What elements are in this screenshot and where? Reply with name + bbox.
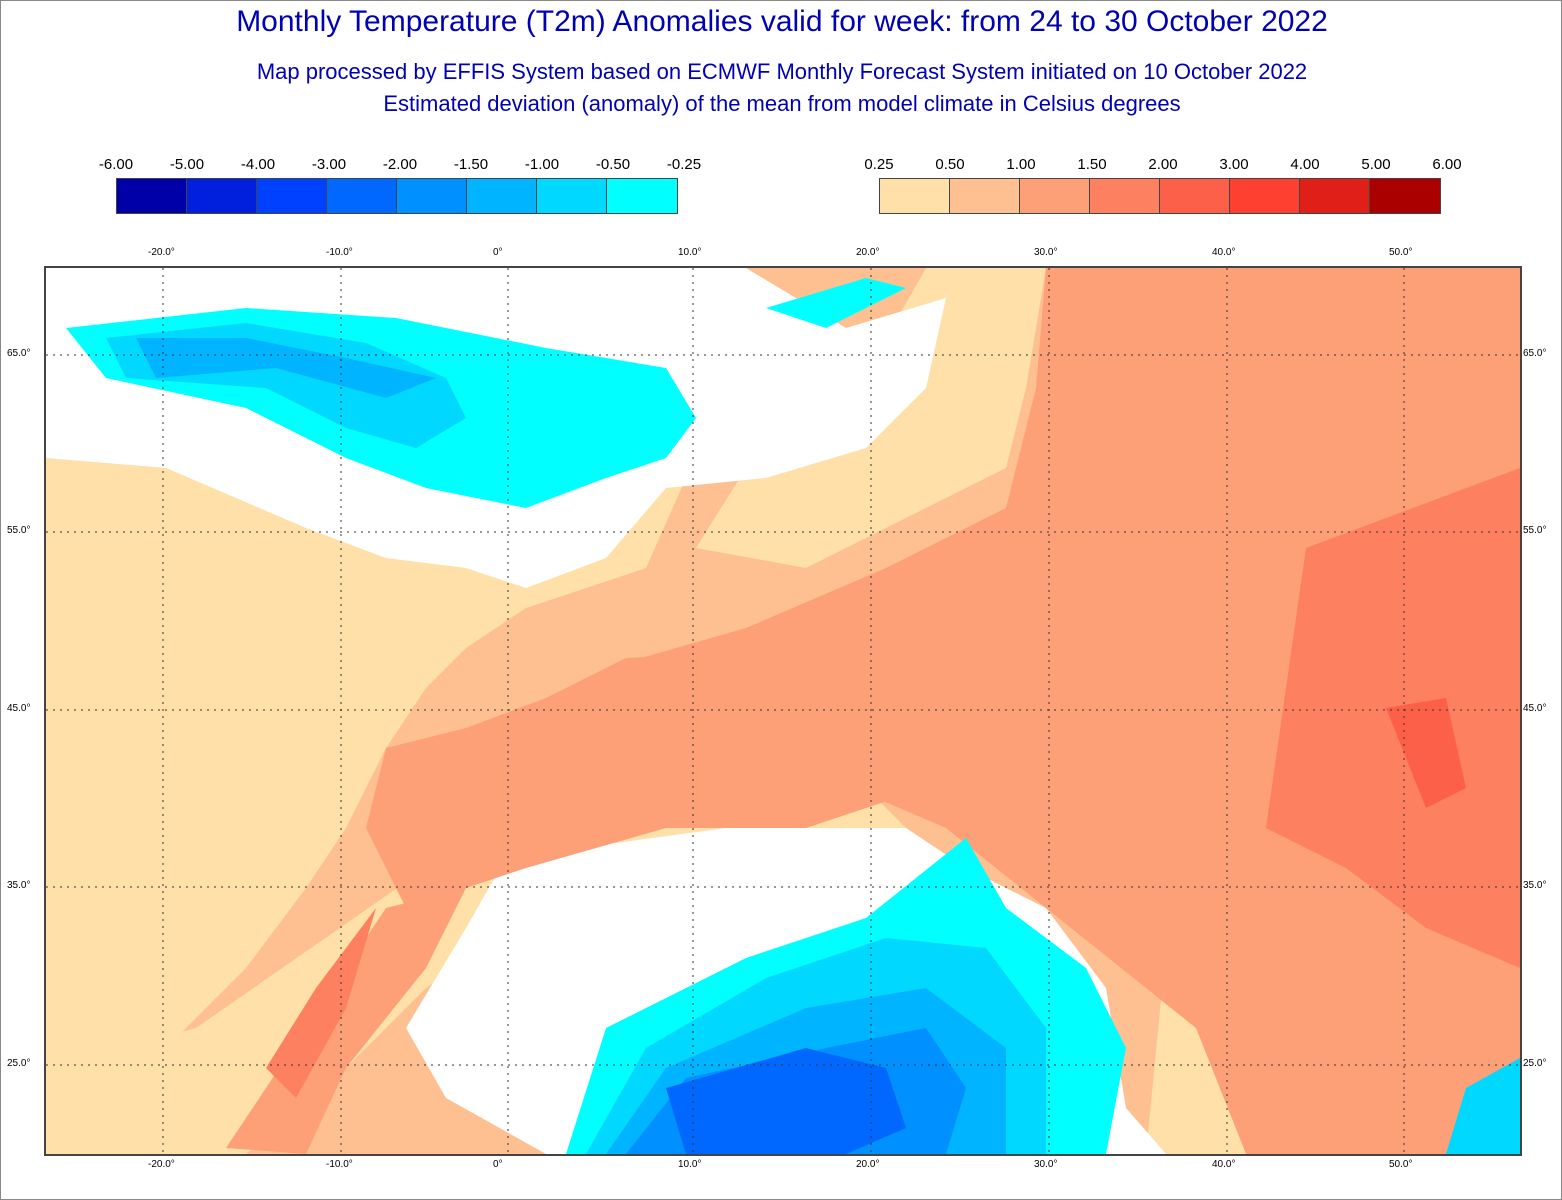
legend-swatch	[117, 179, 187, 213]
anomaly-cold-0.25	[1446, 1058, 1520, 1154]
legend-label: -1.00	[524, 156, 560, 173]
anomaly-2-3	[1386, 698, 1466, 808]
map-canvas	[46, 268, 1520, 1154]
latitude-tick-label: 45.0°	[1523, 703, 1547, 714]
legend-label: 0.50	[935, 156, 965, 173]
latitude-tick-label: 45.0°	[7, 703, 31, 714]
legend-label: 1.00	[1006, 156, 1036, 173]
longitude-tick-label: -10.0°	[326, 1159, 353, 1170]
latitude-tick-label: 25.0°	[1523, 1058, 1547, 1069]
legend-label: -2.00	[382, 156, 418, 173]
legend-label: 4.00	[1290, 156, 1320, 173]
longitude-tick-label: 10.0°	[678, 247, 702, 258]
legend-label: 6.00	[1432, 156, 1462, 173]
longitude-tick-label: 50.0°	[1389, 1159, 1413, 1170]
legend-swatch	[1230, 179, 1300, 213]
longitude-tick-label: -20.0°	[148, 1159, 175, 1170]
longitude-tick-label: 50.0°	[1389, 247, 1413, 258]
legend-label: -4.00	[240, 156, 276, 173]
latitude-tick-label: 35.0°	[1523, 880, 1547, 891]
latitude-tick-label: 55.0°	[7, 525, 31, 536]
legend-swatch	[327, 179, 397, 213]
longitude-tick-label: 20.0°	[856, 247, 880, 258]
graticule	[46, 268, 1520, 1154]
map-title: Monthly Temperature (T2m) Anomalies vali…	[236, 5, 1328, 38]
legend-label: -5.00	[169, 156, 205, 173]
anomaly-1-1.5	[606, 268, 1520, 1154]
anomaly-cold-2	[666, 1048, 906, 1154]
legend-warm	[879, 178, 1441, 214]
legend-swatch	[257, 179, 327, 213]
longitude-tick-label: -10.0°	[326, 247, 353, 258]
legend-swatch	[1370, 179, 1440, 213]
legend-swatch	[950, 179, 1020, 213]
longitude-tick-label: -20.0°	[148, 247, 175, 258]
map-subtitle-units: Estimated deviation (anomaly) of the mea…	[383, 91, 1181, 116]
anomaly-cold-1	[136, 338, 436, 398]
legend-label: 0.25	[864, 156, 894, 173]
legend-label: 5.00	[1361, 156, 1391, 173]
longitude-tick-label: 0°	[493, 247, 503, 258]
legend-swatch	[537, 179, 607, 213]
legend-cold	[116, 178, 678, 214]
legend-label: -1.50	[453, 156, 489, 173]
legend-label: -6.00	[98, 156, 134, 173]
longitude-tick-label: 30.0°	[1034, 1159, 1058, 1170]
anomaly-0.25-0.5	[46, 458, 686, 1068]
longitude-tick-label: 30.0°	[1034, 247, 1058, 258]
anomaly-1.5-2	[266, 908, 376, 1098]
latitude-tick-label: 55.0°	[1523, 525, 1547, 536]
longitude-tick-label: 40.0°	[1212, 1159, 1236, 1170]
legend-label: 1.50	[1077, 156, 1107, 173]
legend-label: -3.00	[311, 156, 347, 173]
legend-swatch	[187, 179, 257, 213]
latitude-tick-label: 35.0°	[7, 880, 31, 891]
legend-swatch	[1300, 179, 1370, 213]
legend-swatch	[467, 179, 537, 213]
legend-label: -0.25	[666, 156, 702, 173]
legend-label: 3.00	[1219, 156, 1249, 173]
longitude-tick-label: 10.0°	[678, 1159, 702, 1170]
latitude-tick-label: 65.0°	[7, 348, 31, 359]
legend-label: -0.50	[595, 156, 631, 173]
longitude-tick-label: 0°	[493, 1159, 503, 1170]
legend-swatch	[880, 179, 950, 213]
legend-swatch	[607, 179, 677, 213]
legend-swatch	[397, 179, 467, 213]
map-subtitle: Map processed by EFFIS System based on E…	[256, 59, 1308, 84]
anomaly-1-1.5	[366, 648, 946, 908]
legend-swatch	[1090, 179, 1160, 213]
longitude-tick-label: 20.0°	[856, 1159, 880, 1170]
legend-label: 2.00	[1148, 156, 1178, 173]
latitude-tick-label: 65.0°	[1523, 348, 1547, 359]
latitude-tick-label: 25.0°	[7, 1058, 31, 1069]
legend-swatch	[1160, 179, 1230, 213]
legend-swatch	[1020, 179, 1090, 213]
anomaly-map	[44, 266, 1522, 1156]
longitude-tick-label: 40.0°	[1212, 247, 1236, 258]
